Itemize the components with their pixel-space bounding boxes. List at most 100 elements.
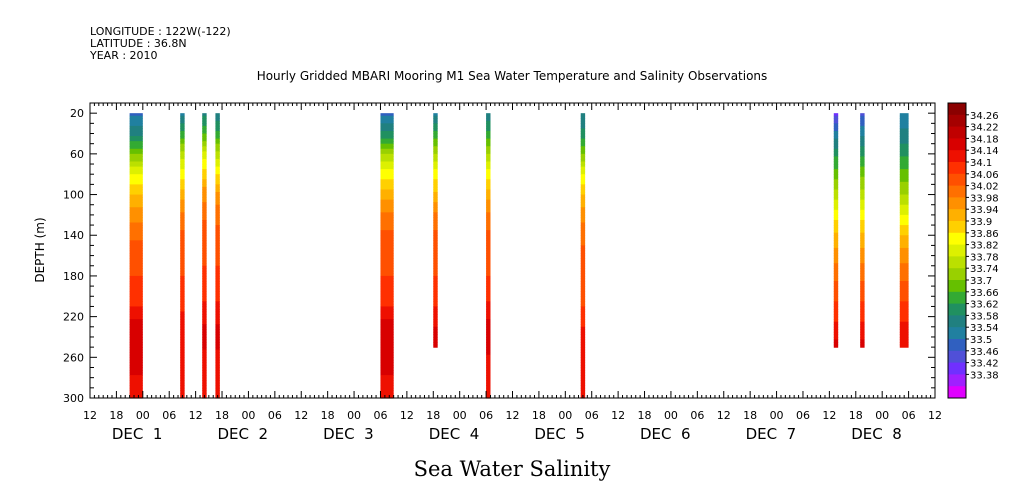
salinity-cell: [860, 197, 865, 201]
salinity-cell: [833, 329, 839, 333]
salinity-cell: [380, 219, 394, 224]
salinity-cell: [433, 125, 438, 130]
salinity-cell: [899, 311, 909, 315]
salinity-cell: [180, 270, 185, 274]
salinity-cell: [580, 192, 586, 196]
salinity-cell: [215, 240, 220, 244]
salinity-cell: [580, 232, 586, 236]
salinity-cell: [180, 253, 185, 257]
salinity-cell: [129, 359, 143, 363]
salinity-cell: [833, 194, 839, 198]
salinity-cell: [380, 125, 394, 130]
salinity-cell: [129, 362, 143, 366]
salinity-cell: [433, 130, 438, 135]
salinity-cell: [486, 387, 491, 391]
x-tick-label: 18: [215, 409, 229, 422]
salinity-cell: [215, 143, 220, 147]
salinity-cell: [215, 138, 220, 142]
salinity-cell: [215, 281, 220, 285]
salinity-cell: [486, 331, 491, 336]
salinity-cell: [202, 130, 207, 135]
salinity-cell: [180, 237, 185, 241]
x-tick-label: 18: [426, 409, 440, 422]
salinity-cell: [215, 352, 220, 356]
salinity-cell: [860, 166, 865, 170]
salinity-cell: [380, 375, 394, 379]
salinity-cell: [833, 120, 839, 124]
salinity-cell: [202, 156, 207, 160]
salinity-cell: [215, 273, 220, 277]
salinity-cell: [899, 286, 909, 290]
salinity-cell: [215, 235, 220, 239]
colorbar-swatch: [948, 244, 966, 257]
salinity-cell: [180, 141, 185, 145]
salinity-cell: [486, 148, 491, 152]
salinity-cell: [202, 321, 207, 325]
salinity-cell: [486, 349, 491, 353]
salinity-cell: [380, 298, 394, 302]
salinity-cell: [433, 324, 438, 328]
salinity-cell: [202, 133, 207, 137]
x-tick-label: 18: [638, 409, 652, 422]
colorbar-swatch: [948, 150, 966, 163]
colorbar-swatch: [948, 162, 966, 175]
salinity-cell: [180, 199, 185, 203]
salinity-cell: [180, 207, 185, 211]
salinity-cell: [215, 181, 220, 185]
salinity-cell: [580, 253, 586, 257]
salinity-cell: [129, 357, 143, 361]
salinity-cell: [180, 359, 185, 363]
salinity-cell: [129, 133, 143, 137]
salinity-cell: [486, 158, 491, 163]
salinity-cell: [433, 306, 438, 310]
salinity-cell: [433, 219, 438, 224]
salinity-cell: [215, 174, 220, 178]
salinity-cell: [899, 151, 909, 155]
salinity-column: [899, 113, 909, 348]
salinity-cell: [860, 214, 865, 219]
salinity-cell: [380, 258, 394, 262]
salinity-cell: [486, 364, 491, 369]
colorbar-label: 34.14: [970, 146, 999, 157]
x-tick-label: 00: [136, 409, 150, 422]
salinity-cell: [215, 268, 220, 272]
salinity-cell: [580, 186, 586, 191]
salinity-cell: [860, 306, 865, 310]
salinity-cell: [129, 377, 143, 381]
salinity-cell: [860, 169, 865, 173]
salinity-cell: [580, 219, 586, 224]
salinity-cell: [899, 303, 909, 308]
salinity-cell: [486, 268, 491, 272]
salinity-cell: [202, 306, 207, 310]
salinity-cell: [860, 301, 865, 305]
salinity-cell: [215, 260, 220, 264]
salinity-cell: [486, 199, 491, 203]
salinity-cell: [580, 120, 586, 124]
salinity-cell: [486, 390, 491, 394]
salinity-cell: [580, 329, 586, 333]
salinity-cell: [129, 288, 143, 292]
salinity-cell: [899, 293, 909, 297]
salinity-cell: [486, 189, 491, 193]
salinity-cell: [202, 171, 207, 175]
salinity-cell: [580, 217, 586, 221]
salinity-cell: [433, 151, 438, 155]
salinity-cell: [202, 235, 207, 239]
salinity-cell: [580, 321, 586, 325]
salinity-cell: [486, 115, 491, 119]
salinity-cell: [899, 342, 909, 346]
salinity-cell: [129, 296, 143, 300]
y-tick-label: 180: [63, 270, 84, 283]
salinity-cell: [899, 176, 909, 180]
salinity-cell: [486, 260, 491, 264]
salinity-cell: [486, 212, 491, 216]
salinity-cell: [215, 141, 220, 145]
salinity-cell: [180, 392, 185, 397]
salinity-cell: [180, 258, 185, 262]
salinity-cell: [833, 247, 839, 252]
salinity-cell: [486, 151, 491, 155]
salinity-cell: [180, 301, 185, 305]
salinity-cell: [180, 184, 185, 188]
salinity-cell: [833, 298, 839, 302]
salinity-cell: [202, 166, 207, 170]
